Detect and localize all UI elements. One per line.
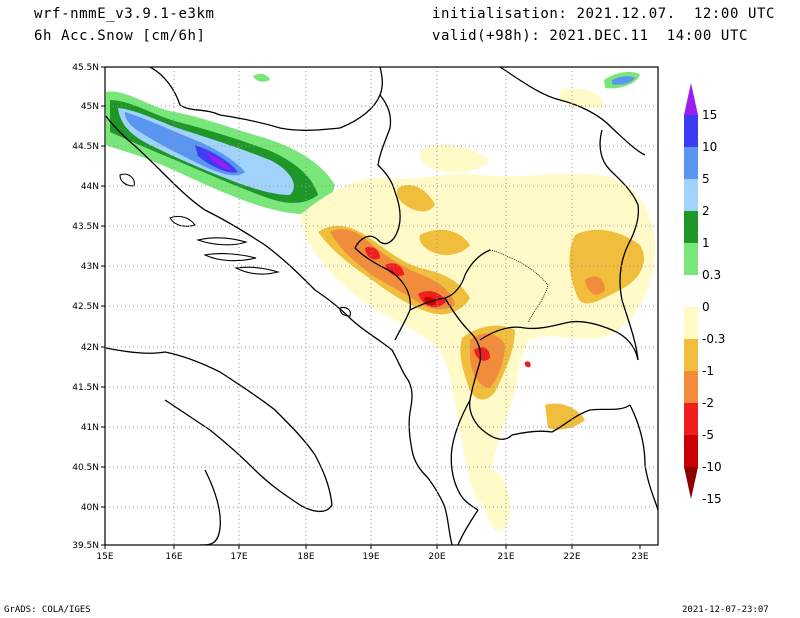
- snow-area-yellow-mid: [419, 229, 470, 256]
- snow-area-purple: [205, 152, 232, 170]
- borders: [105, 67, 658, 545]
- lat-label: 45.5N: [72, 63, 99, 73]
- border-serbia-croatia: [377, 94, 396, 193]
- snow-area-yellow-north: [396, 185, 435, 212]
- model-title: wrf-nmmE_v3.9.1-e3km: [34, 6, 215, 22]
- border-slovenia-croatia: [149, 67, 341, 131]
- islands: [119, 173, 351, 317]
- footer-credit: GrADS: COLA/IGES: [4, 605, 91, 615]
- coast-greece-west: [457, 509, 479, 545]
- legend-swatch: [684, 115, 698, 147]
- legend-top-arrow: [684, 83, 698, 115]
- legend-swatch: [684, 243, 698, 275]
- border-bulgaria-west: [599, 129, 640, 361]
- border-greece-bulgaria: [629, 404, 658, 511]
- legend-label: -2: [702, 396, 714, 410]
- lat-label: 43.5N: [72, 222, 99, 232]
- border-kosovo-albania: [444, 297, 482, 363]
- legend-label: -10: [702, 460, 722, 474]
- color-legend: 15 10 5 2 1 0.3 0 -0.3 -1 -2 -5 -10 -15: [684, 83, 725, 506]
- legend-swatch: [684, 403, 698, 435]
- snow-area-red-dot: [524, 361, 531, 368]
- snow-area-paleyellow-ne: [560, 88, 605, 109]
- legend-label: 1: [702, 236, 710, 250]
- legend-label: 15: [702, 108, 717, 122]
- snow-area-small-green: [253, 73, 270, 82]
- legend-label: 0.3: [702, 268, 721, 282]
- lon-label: 15E: [96, 552, 113, 562]
- footer-timestamp: 2021-12-07-23:07: [682, 605, 769, 615]
- lat-labels: 45.5N 45N 44.5N 44N 43.5N 43N 42.5N 42N …: [72, 63, 99, 551]
- lon-labels: 15E 16E 17E 18E 19E 20E 21E 22E 23E: [96, 552, 648, 562]
- legend-swatch: [684, 435, 698, 467]
- legend-swatch: [684, 179, 698, 211]
- lat-label: 41.5N: [72, 383, 99, 393]
- coastline-italy: [105, 347, 333, 513]
- legend-swatch: [684, 339, 698, 371]
- legend-swatch: [684, 147, 698, 179]
- lon-label: 17E: [230, 552, 247, 562]
- legend-label: 2: [702, 204, 710, 218]
- snow-field: [106, 72, 656, 531]
- border-montenegro: [354, 247, 411, 341]
- snow-area-red-1: [365, 246, 380, 260]
- legend-label: 5: [702, 172, 710, 186]
- border-albania-greece: [450, 399, 479, 511]
- lat-label: 44N: [81, 182, 99, 192]
- legend-label: 10: [702, 140, 717, 154]
- legend-swatch: [684, 275, 698, 307]
- tick-marks: [101, 66, 641, 549]
- border-montenegro-kosovo: [409, 249, 491, 311]
- lon-label: 23E: [631, 552, 648, 562]
- coastline-croatia: [105, 115, 453, 545]
- lat-label: 45N: [81, 102, 99, 112]
- border-albania-mk: [469, 361, 513, 440]
- snow-area-orange-east: [585, 276, 605, 295]
- legend-label: 0: [702, 300, 710, 314]
- legend-label: -15: [702, 492, 722, 506]
- lon-label: 18E: [297, 552, 314, 562]
- init-time: initialisation: 2021.12.07. 12:00 UTC: [432, 6, 776, 22]
- kosovo-border-dotted: [489, 249, 549, 323]
- lat-label: 42.5N: [72, 302, 99, 312]
- border-bosnia-serbia: [354, 191, 401, 249]
- lon-label: 20E: [428, 552, 445, 562]
- legend-swatch: [684, 371, 698, 403]
- lon-label: 22E: [563, 552, 580, 562]
- lat-label: 39.5N: [72, 541, 99, 551]
- border-serbia-romania: [499, 67, 646, 156]
- valid-time: valid(+98h): 2021.DEC.11 14:00 UTC: [432, 28, 749, 44]
- snow-area-paleyellow-south: [479, 468, 511, 531]
- lat-label: 40.5N: [72, 463, 99, 473]
- snow-area-red-4: [474, 347, 490, 361]
- snow-area-yellow-south: [545, 403, 585, 430]
- lat-label: 41N: [81, 423, 99, 433]
- lat-label: 43N: [81, 262, 99, 272]
- legend-swatch: [684, 307, 698, 339]
- lat-label: 42N: [81, 343, 99, 353]
- border-mk-north: [479, 320, 639, 361]
- snow-area-paleyellow-north: [419, 144, 490, 173]
- legend-label: -5: [702, 428, 714, 442]
- border-bosnia-north: [339, 67, 383, 129]
- border-mk-greece: [511, 404, 631, 436]
- lon-label: 21E: [497, 552, 514, 562]
- legend-swatch: [684, 211, 698, 243]
- graticule: [105, 67, 658, 545]
- legend-label: -1: [702, 364, 714, 378]
- lat-label: 40N: [81, 503, 99, 513]
- lat-label: 44.5N: [72, 142, 99, 152]
- snow-area-topright-blue: [612, 76, 635, 85]
- lon-label: 19E: [362, 552, 379, 562]
- lon-label: 16E: [165, 552, 182, 562]
- field-title: 6h Acc.Snow [cm/6h]: [34, 28, 206, 44]
- legend-label: -0.3: [702, 332, 725, 346]
- legend-bottom-arrow: [684, 467, 698, 499]
